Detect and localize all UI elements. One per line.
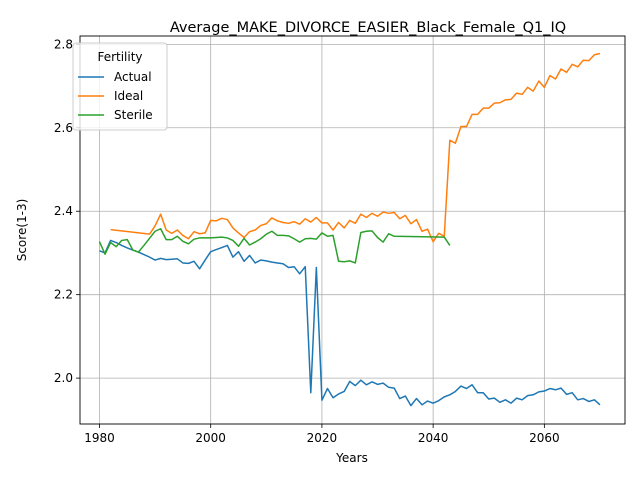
y-axis-label: Score(1-3) <box>15 199 29 262</box>
x-tick-label: 2040 <box>418 431 449 445</box>
grid <box>80 36 625 424</box>
plot-frame <box>79 35 626 425</box>
legend: Fertility Actual Ideal Sterile <box>72 42 168 131</box>
series-line-actual <box>99 239 601 407</box>
legend-title: Fertility <box>97 50 142 64</box>
legend-box <box>72 42 168 131</box>
x-tick-label: 2060 <box>529 431 560 445</box>
legend-label-ideal: Ideal <box>114 89 143 103</box>
series-line-sterile <box>98 228 451 264</box>
legend-entries: Actual Ideal Sterile <box>78 70 153 122</box>
y-tick-label: 2.4 <box>54 204 73 218</box>
chart-title: Average_MAKE_DIVORCE_EASIER_Black_Female… <box>170 20 566 36</box>
x-tick-label: 2020 <box>307 431 338 445</box>
y-tick-label: 2.2 <box>54 288 73 302</box>
x-tick-label: 2000 <box>195 431 226 445</box>
legend-label-sterile: Sterile <box>114 108 153 122</box>
legend-label-actual: Actual <box>114 70 152 84</box>
x-tick-label: 1980 <box>84 431 115 445</box>
y-tick-label: 2.8 <box>54 37 73 51</box>
x-axis-label: Years <box>335 451 368 465</box>
y-axis: 2.0 2.2 2.4 2.6 2.8 <box>54 37 80 385</box>
plot-area <box>98 52 601 407</box>
x-axis: 1980 2000 2020 2040 2060 <box>84 424 560 445</box>
y-tick-label: 2.0 <box>54 371 73 385</box>
series-line-ideal <box>110 52 601 243</box>
y-tick-label: 2.6 <box>54 121 73 135</box>
